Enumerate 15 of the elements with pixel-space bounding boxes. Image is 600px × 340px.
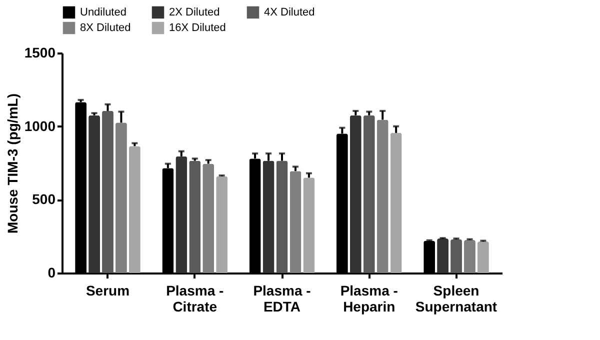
legend-label: 2X Diluted <box>169 6 220 18</box>
legend-label: 4X Diluted <box>264 6 315 18</box>
y-axis-title: Mouse TIM-3 (pg/mL) <box>4 94 20 234</box>
legend-label: Undiluted <box>80 6 126 18</box>
x-tick-label: Plasma - Citrate <box>166 282 224 314</box>
x-tick-label: Serum <box>86 282 130 298</box>
y-tick-label: 0 <box>48 264 56 280</box>
y-tick-label: 1500 <box>24 44 56 60</box>
x-tick-label: Plasma - EDTA <box>253 282 312 314</box>
y-tick-label: 500 <box>32 191 56 208</box>
legend-label: 16X Diluted <box>169 22 226 34</box>
x-tick-label: Plasma - Heparin <box>340 282 398 314</box>
x-tick-label: Spleen Supernatant <box>415 282 498 314</box>
legend-label: 8X Diluted <box>80 22 131 34</box>
y-tick-label: 1000 <box>24 118 56 134</box>
